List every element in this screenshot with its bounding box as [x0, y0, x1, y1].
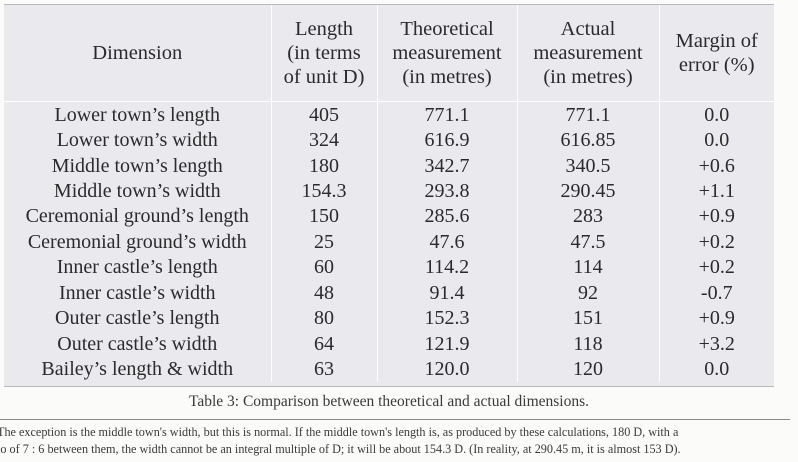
dimension-cell: Ceremonial ground’s length: [25, 205, 249, 228]
length-d-cell: 405: [270, 101, 377, 128]
footnote: The exception is the middle town's width…: [0, 424, 797, 458]
actual-cell: 47.5: [516, 229, 659, 255]
length-d-cell: 324: [270, 127, 377, 153]
table-row: Middle town’s length 180 342.7 340.5 +0.6: [4, 152, 774, 179]
theoretical-cell: 114.2: [376, 254, 517, 281]
margin-cell: +0.9: [658, 305, 774, 331]
table-row: Ceremonial ground’s width 25 47.6 47.5 +0.2: [4, 229, 774, 255]
actual-cell: 290.45: [516, 178, 659, 204]
column-header-line: measurement: [533, 42, 643, 64]
column-header-line: Actual: [560, 18, 616, 40]
actual-cell: 771.1: [516, 101, 659, 128]
margin-cell: -0.7: [658, 280, 774, 306]
column-header-line: (in metres): [402, 66, 492, 88]
dimension-cell: Middle town’s length: [51, 154, 223, 177]
length-d-cell: 60: [270, 254, 377, 281]
table-body: Lower town’s length 405 771.1 771.1 0.0 Lower…: [4, 101, 774, 382]
margin-cell: +0.2: [658, 254, 774, 281]
theoretical-cell: 91.4: [376, 280, 517, 306]
margin-cell: +0.2: [658, 229, 774, 255]
column-header-line: Dimension: [92, 42, 183, 64]
dimension-cell: Bailey’s length & width: [41, 358, 234, 381]
actual-cell: 340.5: [516, 152, 659, 179]
table-row: Bailey’s length & width 63 120.0 120 0.0: [4, 356, 774, 382]
margin-cell: +0.6: [658, 152, 774, 179]
margin-cell: +0.9: [658, 203, 774, 230]
header-actual: Actual measurement (in metres): [516, 5, 659, 102]
theoretical-cell: 47.6: [376, 229, 517, 255]
margin-cell: 0.0: [658, 127, 774, 153]
length-d-cell: 150: [270, 203, 377, 230]
dimension-cell: Outer castle’s length: [55, 307, 220, 330]
length-d-cell: 154.3: [270, 178, 377, 204]
dimensions-table: Dimension Length (in terms of unit D) Theore…: [4, 5, 774, 382]
margin-cell: 0.0: [658, 101, 774, 128]
header-dimension: Dimension: [4, 5, 271, 102]
theoretical-cell: 285.6: [376, 203, 517, 230]
theoretical-cell: 293.8: [376, 178, 517, 204]
actual-cell: 283: [516, 203, 659, 230]
length-d-cell: 63: [270, 356, 377, 382]
length-d-cell: 180: [270, 152, 377, 179]
table-row: Inner castle’s width 48 91.4 92 -0.7: [4, 280, 774, 306]
column-header-line: of unit D): [283, 66, 365, 88]
length-d-cell: 25: [270, 229, 377, 255]
theoretical-cell: 771.1: [376, 101, 517, 128]
dimension-cell: Outer castle’s width: [57, 332, 218, 355]
actual-cell: 114: [516, 254, 659, 281]
column-header-line: measurement: [392, 42, 502, 64]
theoretical-cell: 616.9: [376, 127, 517, 153]
length-d-cell: 48: [270, 280, 377, 306]
table-row: Outer castle’s length 80 152.3 151 +0.9: [4, 305, 774, 331]
dimension-cell: Lower town’s length: [54, 103, 221, 126]
column-header-line: (in terms: [287, 42, 361, 64]
actual-cell: 120: [516, 356, 659, 382]
column-header-line: Length: [294, 18, 354, 40]
actual-cell: 118: [516, 330, 659, 357]
header-theoretical: Theoretical measurement (in metres): [376, 5, 517, 102]
actual-cell: 616.85: [516, 127, 659, 153]
dimensions-table-panel: Dimension Length (in terms of unit D) Theore…: [4, 4, 774, 387]
actual-cell: 151: [516, 305, 659, 331]
column-header-line: (in metres): [543, 66, 633, 88]
dimension-cell: Middle town’s width: [53, 180, 221, 203]
dimension-cell: Lower town’s width: [56, 129, 218, 152]
theoretical-cell: 152.3: [376, 305, 517, 331]
column-header-line: Margin of: [675, 30, 758, 52]
footnote-line: The exception is the middle town's width…: [0, 425, 679, 439]
length-d-cell: 80: [270, 305, 377, 331]
dimension-cell: Inner castle’s width: [58, 281, 216, 304]
theoretical-cell: 342.7: [376, 152, 517, 179]
table-row: Lower town’s width 324 616.9 616.85 0.0: [4, 127, 774, 153]
theoretical-cell: 121.9: [376, 330, 517, 357]
column-header-line: error (%): [678, 54, 755, 76]
footnote-divider: [0, 419, 790, 420]
table-row: Inner castle’s length 60 114.2 114 +0.2: [4, 254, 774, 281]
dimension-cell: Inner castle’s length: [56, 256, 218, 279]
header-margin: Margin of error (%): [658, 5, 774, 102]
header-length: Length (in terms of unit D): [270, 5, 377, 102]
margin-cell: +3.2: [658, 330, 774, 357]
length-d-cell: 64: [270, 330, 377, 357]
table-row: Middle town’s width 154.3 293.8 290.45 +1.1: [4, 178, 774, 204]
footnote-line: io of 7 : 6 between them, the width cann…: [0, 442, 681, 456]
table-row: Ceremonial ground’s length 150 285.6 283 +0.…: [4, 203, 774, 230]
margin-cell: 0.0: [658, 356, 774, 382]
margin-cell: +1.1: [658, 178, 774, 204]
table-row: Outer castle’s width 64 121.9 118 +3.2: [4, 330, 774, 357]
table-row: Lower town’s length 405 771.1 771.1 0.0: [4, 101, 774, 128]
theoretical-cell: 120.0: [376, 356, 517, 382]
table-caption: Table 3: Comparison between theoretical …: [188, 393, 590, 410]
table-header-row: Dimension Length (in terms of unit D) Theore…: [4, 5, 774, 102]
actual-cell: 92: [516, 280, 659, 306]
dimension-cell: Ceremonial ground’s width: [27, 230, 247, 253]
column-header-line: Theoretical: [400, 18, 494, 40]
